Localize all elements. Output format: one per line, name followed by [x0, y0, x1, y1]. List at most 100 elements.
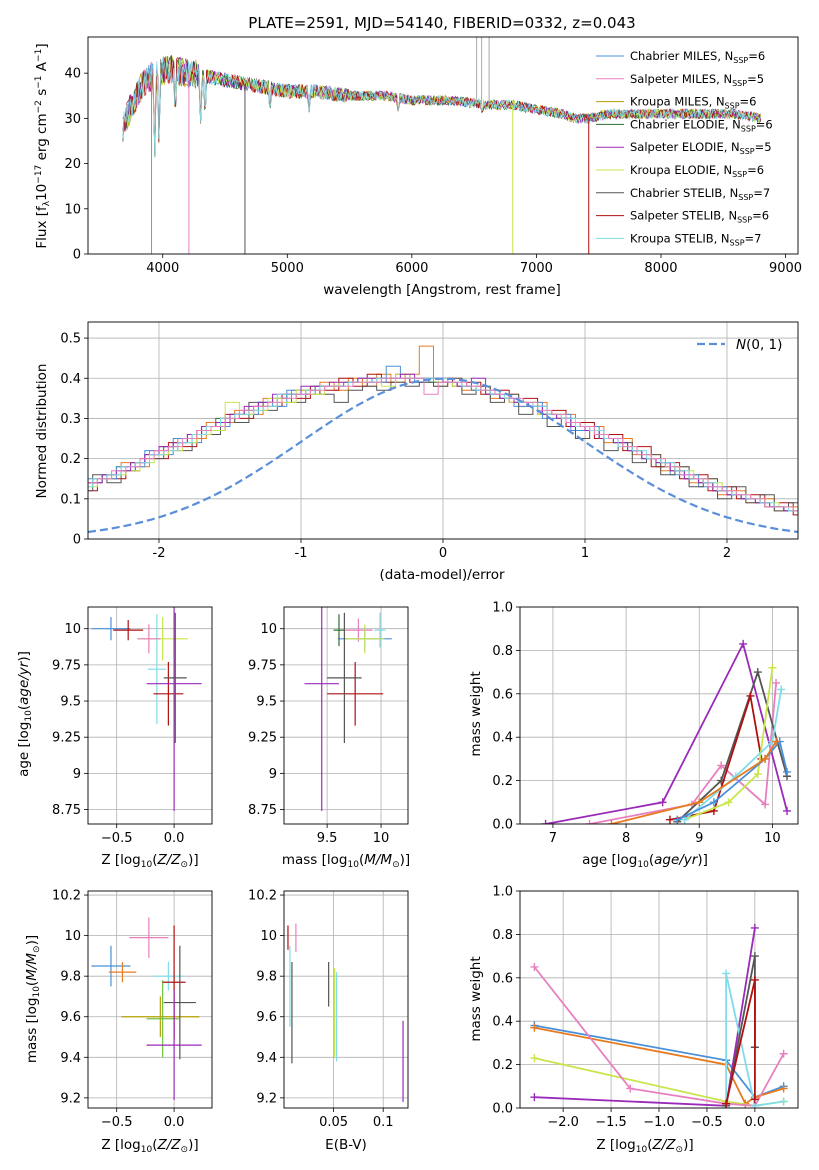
residuals-ytick-label: 0.1	[60, 492, 81, 507]
residuals-ytick-label: 0.2	[60, 452, 81, 467]
mass-vs-z-ytick-label: 9.4	[60, 1051, 81, 1066]
spectrum-series-line	[122, 57, 761, 158]
residuals-ytick-label: 0.4	[60, 372, 81, 387]
residuals-ylabel: Normed distribution	[34, 364, 50, 499]
spectrum-xtick-label: 9000	[769, 261, 802, 276]
mass-vs-ebv-xtick-label: 0.05	[319, 1115, 348, 1130]
spectrum-legend-label: Kroupa STELIB, NSSP=7	[630, 231, 761, 247]
panel-mass-vs-ebv: 0.05 0.1 9.2 9.4 9.6 9.8 10 10.2 E(B-V)	[248, 889, 409, 1153]
weight-vs-age-xtick-label: 8	[622, 831, 630, 846]
weight-vs-z-point-marker	[530, 962, 539, 971]
weight-vs-age-ytick-label: 0.8	[492, 644, 513, 659]
weight-vs-age-point-marker	[673, 815, 682, 824]
weight-vs-age-point-marker	[783, 767, 792, 776]
spectrum-xtick-label: 7000	[520, 261, 553, 276]
weight-vs-age-point-marker	[717, 761, 726, 770]
mass-vs-ebv-ytick-label: 9.8	[256, 970, 277, 985]
residuals-frame	[87, 321, 799, 540]
weight-vs-z-ytick-label: 0.0	[492, 1102, 513, 1117]
mass-vs-ebv-ytick-label: 10	[260, 929, 277, 944]
residuals-xtick-label: 2	[723, 546, 731, 561]
age-vs-mass-ytick-label: 9	[269, 767, 277, 782]
weight-vs-age-series-line	[669, 695, 763, 821]
weight-vs-age-point-marker	[761, 754, 770, 763]
mass-vs-z-frame	[87, 890, 213, 1109]
weight-vs-z-series-line	[534, 927, 756, 1107]
weight-vs-z-point-marker	[722, 1099, 731, 1108]
spectrum-legend-label: Chabrier STELIB, NSSP=7	[630, 186, 770, 202]
spectrum-xtick-label: 6000	[395, 261, 428, 276]
spectrum-ytick-label: 40	[64, 67, 81, 82]
weight-vs-z-point-marker	[626, 1084, 635, 1093]
weight-vs-z-point-marker	[750, 975, 759, 984]
residuals-xlabel: (data-model)/error	[379, 567, 505, 583]
weight-vs-age-ytick-label: 0.2	[492, 774, 513, 789]
panel-weight-vs-age: 7 8 9 10 0.0 0.2 0.4 0.6 0.8 1.0 age [log10(age/y…	[468, 601, 799, 870]
weight-vs-z-point-marker	[779, 1097, 788, 1106]
weight-vs-z-xlabel: Z [log10(Z/Z⊙)]	[596, 1137, 693, 1155]
mass-vs-ebv-ytick-label: 9.2	[256, 1091, 277, 1106]
weight-vs-age-point-marker	[709, 798, 718, 807]
weight-vs-age-xtick-label: 7	[549, 831, 557, 846]
weight-vs-age-xtick-label: 10	[764, 831, 781, 846]
mass-vs-ebv-ytick-label: 9.4	[256, 1051, 277, 1066]
age-vs-mass-xtick-label: 9.5	[317, 831, 338, 846]
spectrum-legend-label: Salpeter ELODIE, NSSP=5	[630, 140, 772, 156]
weight-vs-z-frame	[519, 890, 799, 1109]
mass-vs-ebv-ytick-label: 9.6	[256, 1010, 277, 1025]
residuals-histogram-series	[88, 365, 798, 512]
weight-vs-age-point-marker	[739, 639, 748, 648]
age-vs-z-xtick-label: −0.5	[101, 831, 133, 846]
age-vs-mass-ytick-label: 8.75	[248, 803, 277, 818]
spectrum-ytick-label: 10	[64, 202, 81, 217]
age-vs-z-ytick-label: 9.75	[52, 658, 81, 673]
weight-vs-z-xtick-label: −1.0	[643, 1115, 675, 1130]
weight-vs-age-point-marker	[607, 820, 616, 824]
spectrum-xtick-label: 4000	[146, 261, 179, 276]
panel-residuals: -2 -1 0 1 2 0 0.1 0.2 0.3 0.4 0.5 N(0, 1) (data-mod…	[34, 321, 799, 583]
weight-vs-age-ytick-label: 0.0	[492, 818, 513, 833]
weight-vs-age-ytick-label: 1.0	[492, 601, 513, 616]
mass-vs-z-xtick-label: −0.5	[101, 1115, 133, 1130]
weight-vs-age-point-marker	[753, 668, 762, 677]
mass-vs-z-ytick-label: 9.2	[60, 1091, 81, 1106]
weight-vs-z-xtick-label: −0.5	[691, 1115, 723, 1130]
weight-vs-z-xtick-label: −2.0	[547, 1115, 579, 1130]
weight-vs-z-series-line	[534, 1024, 784, 1099]
age-vs-z-xtick-label: 0.0	[164, 831, 185, 846]
weight-vs-z-xtick-label: −1.5	[595, 1115, 627, 1130]
spectrum-title: PLATE=2591, MJD=54140, FIBERID=0332, z=0…	[248, 14, 635, 32]
age-vs-z-ytick-label: 9.25	[52, 731, 81, 746]
weight-vs-age-xtick-label: 9	[695, 831, 703, 846]
residuals-legend-label: N(0, 1)	[736, 337, 782, 353]
age-vs-z-ytick-label: 9	[73, 767, 81, 782]
spectrum-ylabel: Flux [fλ10−17 erg cm−2 s−1 A−1]	[34, 43, 52, 248]
spectrum-ytick-label: 30	[64, 112, 81, 127]
weight-vs-z-point-marker	[750, 952, 759, 961]
weight-vs-z-ytick-label: 0.6	[492, 971, 513, 986]
panel-spectrum: PLATE=2591, MJD=54140, FIBERID=0332, z=0…	[34, 14, 802, 298]
mass-vs-z-ylabel: mass [log10(M/M⊙)]	[24, 935, 42, 1063]
weight-vs-age-ytick-label: 0.6	[492, 687, 513, 702]
weight-vs-z-ytick-label: 0.2	[492, 1058, 513, 1073]
spectrum-legend-label: Kroupa MILES, NSSP=6	[630, 95, 756, 111]
weight-vs-z-point-marker	[530, 1093, 539, 1102]
weight-vs-age-point-marker	[768, 663, 777, 672]
weight-vs-age-point-marker	[541, 820, 550, 824]
spectrum-xtick-label: 5000	[271, 261, 304, 276]
spectrum-xtick-label: 8000	[644, 261, 677, 276]
weight-vs-age-point-marker	[753, 770, 762, 779]
weight-vs-age-series-line	[684, 667, 774, 821]
weight-vs-z-ytick-label: 0.4	[492, 1015, 513, 1030]
weight-vs-z-point-marker	[779, 1049, 788, 1058]
age-vs-z-xlabel: Z [log10(Z/Z⊙)]	[101, 852, 198, 870]
spectrum-legend-label: Salpeter MILES, NSSP=5	[630, 72, 764, 88]
panel-mass-vs-z: −0.5 0.0 9.2 9.4 9.6 9.8 10 10.2 Z [log10(Z/Z⊙)…	[24, 889, 213, 1155]
weight-vs-z-point-marker	[779, 1084, 788, 1093]
age-vs-z-ylabel: age [log10(age/yr)]	[16, 651, 34, 777]
mass-vs-z-xlabel: Z [log10(Z/Z⊙)]	[101, 1137, 198, 1155]
residuals-histogram-series	[88, 377, 798, 512]
weight-vs-age-point-marker	[772, 678, 781, 687]
mass-vs-z-ytick-label: 10.2	[52, 889, 81, 904]
